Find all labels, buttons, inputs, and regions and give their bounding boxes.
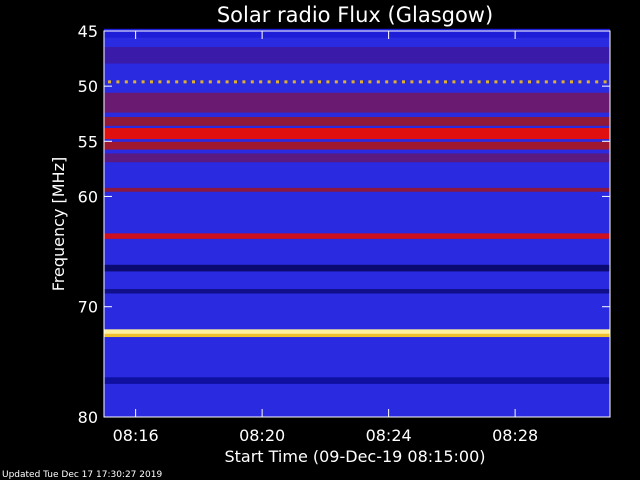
band-2-dash-21 bbox=[284, 80, 288, 84]
band-11 bbox=[104, 289, 610, 294]
band-2-dash-11 bbox=[200, 80, 204, 84]
band-8 bbox=[104, 187, 610, 192]
band-2-dash-19 bbox=[267, 80, 271, 84]
band-2-dash-26 bbox=[326, 80, 330, 84]
band-2-dash-31 bbox=[368, 80, 372, 84]
band-0 bbox=[104, 28, 610, 38]
band-2-dash-27 bbox=[334, 80, 338, 84]
band-2-dash-28 bbox=[343, 80, 347, 84]
band-2-dash-39 bbox=[435, 80, 439, 84]
updated-footer: Updated Tue Dec 17 17:30:27 2019 bbox=[2, 470, 162, 480]
band-2-dash-50 bbox=[528, 80, 531, 84]
band-5 bbox=[104, 128, 610, 140]
band-2-dash-36 bbox=[410, 80, 414, 84]
band-2-dash-32 bbox=[376, 80, 380, 84]
band-2-dash-29 bbox=[351, 80, 355, 84]
band-2-dash-22 bbox=[292, 80, 296, 84]
band-2-dash-4 bbox=[141, 80, 145, 84]
band-2-dash-49 bbox=[519, 80, 523, 84]
band-10 bbox=[104, 264, 610, 272]
x-tick-label-2: 08:24 bbox=[366, 426, 412, 445]
band-2-dash-8 bbox=[175, 80, 179, 84]
band-2-dash-14 bbox=[225, 80, 229, 84]
band-2-dash-25 bbox=[318, 80, 321, 84]
band-2-dash-40 bbox=[444, 80, 447, 84]
band-2-dash-3 bbox=[133, 80, 137, 84]
y-axis-label: Frequency [MHz] bbox=[49, 157, 68, 291]
band-2-dash-13 bbox=[217, 80, 221, 84]
band-2-dash-33 bbox=[385, 80, 389, 84]
band-2-dash-35 bbox=[402, 80, 405, 84]
band-2-dash-57 bbox=[586, 80, 590, 84]
band-2-dash-12 bbox=[208, 80, 212, 84]
band-12 bbox=[104, 329, 610, 335]
band-6 bbox=[104, 141, 610, 150]
y-tick-label-1: 50 bbox=[78, 77, 98, 96]
band-2-dash-0 bbox=[108, 80, 111, 84]
axes: 45 50 55 60 70 80 08:16 08:20 08:24 08:28 bbox=[78, 22, 611, 445]
band-2-dash-51 bbox=[536, 80, 540, 84]
band-2-dash-59 bbox=[603, 80, 607, 84]
plot-frame bbox=[103, 30, 611, 418]
x-axis-label: Start Time (09-Dec-19 08:15:00) bbox=[224, 447, 485, 466]
band-2-dash-52 bbox=[544, 80, 548, 84]
band-4 bbox=[104, 117, 610, 126]
band-2-dash-42 bbox=[460, 80, 464, 84]
band-2-dash-9 bbox=[183, 80, 187, 84]
band-2-dash-47 bbox=[502, 80, 506, 84]
band-2-dash-5 bbox=[150, 80, 153, 84]
band-2-dash-58 bbox=[595, 80, 599, 84]
band-3 bbox=[104, 92, 610, 113]
band-2-dash-54 bbox=[561, 80, 565, 84]
band-2-dash-34 bbox=[393, 80, 397, 84]
y-tick-label-2: 55 bbox=[78, 132, 98, 151]
band-13 bbox=[104, 333, 610, 338]
band-2-dash-1 bbox=[116, 80, 120, 84]
band-2-dash-10 bbox=[192, 80, 195, 84]
y-tick-label-0: 45 bbox=[78, 22, 98, 41]
band-2-dash-30 bbox=[360, 80, 363, 84]
spectrogram-background bbox=[104, 31, 610, 417]
x-tick-label-0: 08:16 bbox=[113, 426, 159, 445]
band-2-dash-44 bbox=[477, 80, 481, 84]
y-tick-label-5: 80 bbox=[78, 408, 98, 427]
band-2-dash-23 bbox=[301, 80, 305, 84]
band-7 bbox=[104, 153, 610, 163]
chart-title: Solar radio Flux (Glasgow) bbox=[217, 3, 493, 27]
y-tick-label-4: 70 bbox=[78, 298, 98, 317]
band-2-dash-18 bbox=[259, 80, 263, 84]
band-2-dash-15 bbox=[234, 80, 237, 84]
plot-area bbox=[104, 28, 610, 417]
band-2-dash-48 bbox=[511, 80, 515, 84]
band-2-dash-2 bbox=[124, 80, 128, 84]
band-1 bbox=[104, 46, 610, 64]
x-tick-label-1: 08:20 bbox=[239, 426, 285, 445]
x-tick-label-3: 08:28 bbox=[492, 426, 538, 445]
band-9 bbox=[104, 233, 610, 239]
band-2-dash-56 bbox=[578, 80, 582, 84]
band-2-dash-20 bbox=[276, 80, 279, 84]
band-2-dash-55 bbox=[570, 80, 573, 84]
band-2-dash-38 bbox=[427, 80, 431, 84]
band-2-dash-6 bbox=[158, 80, 162, 84]
y-tick-label-3: 60 bbox=[78, 187, 98, 206]
band-2-dash-43 bbox=[469, 80, 473, 84]
band-2-dash-17 bbox=[250, 80, 254, 84]
band-2-dash-45 bbox=[486, 80, 489, 84]
band-2-dash-37 bbox=[418, 80, 422, 84]
band-2-dash-53 bbox=[553, 80, 557, 84]
band-2-dash-7 bbox=[166, 80, 170, 84]
band-2-dash-46 bbox=[494, 80, 498, 84]
band-2-dash-16 bbox=[242, 80, 246, 84]
band-2-dash-41 bbox=[452, 80, 456, 84]
band-2-dash-24 bbox=[309, 80, 313, 84]
band-14 bbox=[104, 377, 610, 384]
